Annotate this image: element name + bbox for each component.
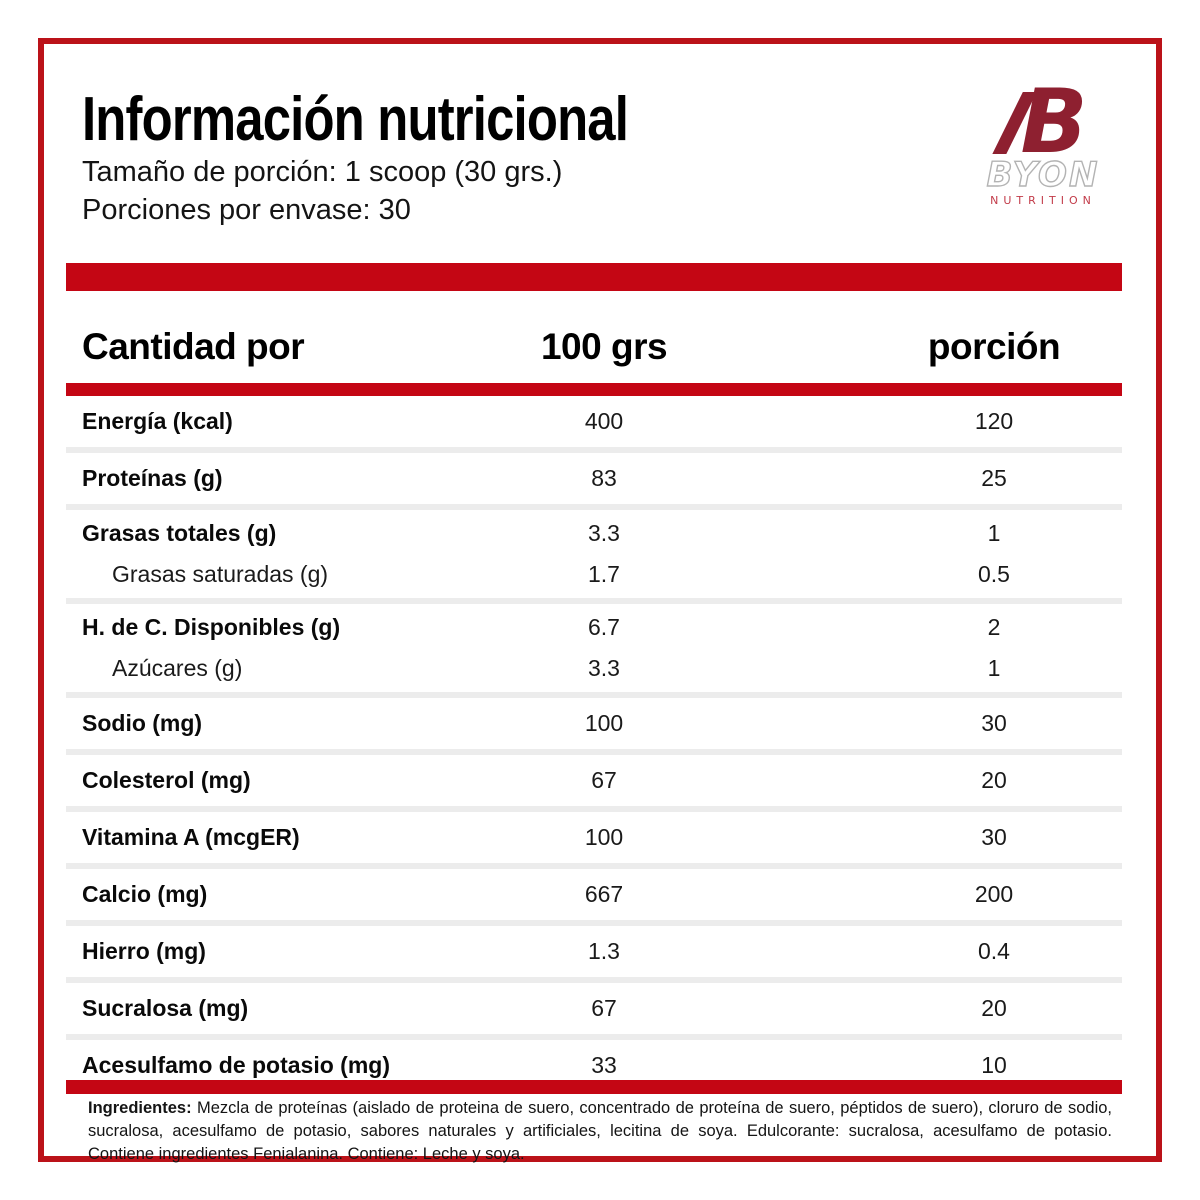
byon-logo: B BYON NUTRITION [986,70,1100,207]
byon-b-mark: B [992,70,1088,173]
row-value-porcion: 10 [981,1052,1007,1078]
row-label: Hierro (mg) [82,938,206,964]
row-value-100grs: 3.3 [588,520,620,546]
row-value-100grs: 1.3 [588,938,620,964]
row-label: Vitamina A (mcgER) [82,824,300,850]
table-row: Grasas totales (g) 3.3 1 Grasas saturada… [66,510,1122,604]
header-red-bar [66,383,1122,396]
table-row: Energía (kcal) 400 120 [66,396,1122,453]
serving-size-line: Tamaño de porción: 1 scoop (30 grs.) [82,156,563,188]
byon-tagline: NUTRITION [990,194,1096,207]
table-row: Hierro (mg) 1.3 0.4 [66,926,1122,983]
top-red-bar [66,263,1122,291]
row-value-porcion: 25 [981,465,1007,491]
row-value-100grs: 83 [591,465,617,491]
row-label: Calcio (mg) [82,881,208,907]
row-label: H. de C. Disponibles (g) [82,614,341,640]
table-row: Colesterol (mg) 67 20 [66,755,1122,812]
row-label: Colesterol (mg) [82,767,251,793]
table-row: H. de C. Disponibles (g) 6.7 2 Azúcares … [66,604,1122,698]
row-value-porcion: 0.5 [978,561,1010,587]
table-row: Calcio (mg) 667 200 [66,869,1122,926]
bottom-red-bar [66,1080,1122,1094]
row-value-porcion: 20 [981,995,1007,1021]
row-value-100grs: 100 [584,824,624,850]
table-row: Proteínas (g) 83 25 [66,453,1122,510]
row-value-100grs: 667 [584,881,624,907]
row-label: Sodio (mg) [82,710,203,736]
page-title: Información nutricional [82,85,629,154]
ingredients-lead: Ingredientes: [88,1099,192,1117]
table-row: Vitamina A (mcgER) 100 30 [66,812,1122,869]
row-value-porcion: 20 [981,767,1007,793]
row-label: Proteínas (g) [82,465,223,491]
servings-per-container-line: Porciones por envase: 30 [82,194,411,226]
row-value-100grs: 100 [584,710,624,736]
row-value-porcion: 1 [987,655,1001,681]
row-label: Acesulfamo de potasio (mg) [82,1052,390,1078]
header-cantidad-por: Cantidad por [82,326,305,367]
row-value-porcion: 30 [981,710,1007,736]
header-100-grs: 100 grs [540,326,668,367]
row-value-100grs: 3.3 [588,655,620,681]
row-value-100grs: 67 [591,767,617,793]
row-value-porcion: 200 [974,881,1014,907]
row-label: Energía (kcal) [82,408,233,434]
row-label: Grasas totales (g) [82,520,277,546]
table-row: Sucralosa (mg) 67 20 [66,983,1122,1040]
row-value-100grs: 6.7 [588,614,620,640]
row-value-100grs: 400 [584,408,624,434]
row-value-porcion: 1 [987,520,1001,546]
table-header-row: Cantidad por 100 grs porción [66,316,1122,378]
row-label: Azúcares (g) [112,655,243,681]
row-value-100grs: 33 [591,1052,617,1078]
byon-wordmark: BYON [987,155,1100,195]
ingredients-body: Mezcla de proteínas (aislado de proteina… [88,1099,1113,1163]
row-value-porcion: 0.4 [978,938,1010,964]
table-body: Energía (kcal) 400 120 Proteínas (g) 83 … [66,396,1122,1091]
row-label: Grasas saturadas (g) [112,561,329,587]
table-row: Acesulfamo de potasio (mg) 33 10 [66,1040,1122,1091]
table-row: Sodio (mg) 100 30 [66,698,1122,755]
ingredients-text: Ingredientes: Mezcla de proteínas (aisla… [88,1097,1112,1166]
row-label: Sucralosa (mg) [82,995,249,1021]
row-value-porcion: 2 [987,614,1001,640]
row-value-100grs: 67 [591,995,617,1021]
row-value-porcion: 120 [974,408,1014,434]
svg-text:B: B [1020,70,1087,173]
row-value-100grs: 1.7 [588,561,620,587]
row-value-porcion: 30 [981,824,1007,850]
header-porcion: porción [927,326,1061,367]
